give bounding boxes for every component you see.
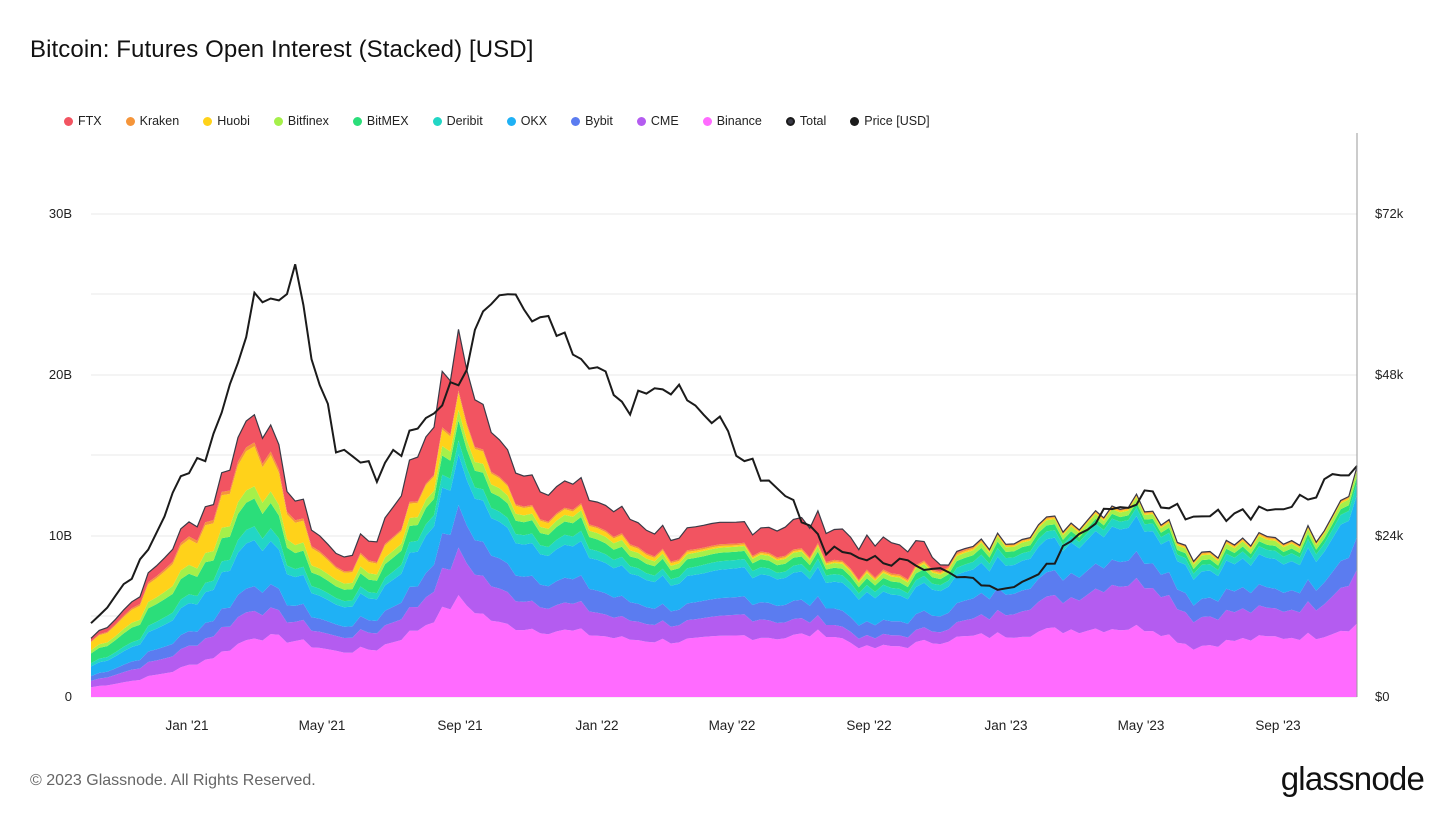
y-tick-right-48k: $48k [1375,367,1404,382]
legend-dot-cme [636,116,646,126]
legend-label-bitfinex: Bitfinex [287,114,329,128]
legend-label-kraken: Kraken [139,114,180,128]
glassnode-logo: glassnode [1280,760,1425,797]
chart-legend: FTX Kraken Huobi Bitfinex BitMEX Deribit… [64,113,954,129]
legend-label-huobi: Huobi [217,114,250,128]
legend-dot-ftx [64,116,73,126]
x-tick-jan-22: Jan '22 [575,718,618,733]
y-tick-right-24k: $24k [1375,528,1404,543]
x-tick-jan-23: Jan '23 [984,718,1027,733]
legend-label-total: Total [799,114,827,128]
y-tick-right-0: $0 [1375,689,1389,704]
legend-dot-bitfinex [273,116,283,126]
legend-dot-okx [506,116,516,126]
legend-item-binance[interactable]: Binance [702,114,762,128]
legend-item-ftx[interactable]: FTX [64,114,102,128]
series-area-binance [91,595,1357,697]
y-tick-left-30b: 30B [49,206,72,221]
legend-dot-kraken [125,116,135,126]
legend-item-kraken[interactable]: Kraken [125,114,180,128]
legend-item-okx[interactable]: OKX [506,114,548,128]
legend-item-huobi[interactable]: Huobi [203,114,250,128]
legend-label-price: Price [USD] [864,114,930,128]
stacked-areas [91,329,1357,697]
legend-dot-huobi [203,116,213,126]
legend-item-bitfinex[interactable]: Bitfinex [273,114,329,128]
x-tick-sep-22: Sep '22 [846,718,891,733]
x-tick-may-23: May '23 [1118,718,1165,733]
legend-label-deribit: Deribit [446,114,483,128]
series-line-price [90,264,1358,624]
series-area-okx [91,454,1357,677]
legend-dot-total [785,116,795,126]
legend-item-bitmex[interactable]: BitMEX [352,114,409,128]
legend-dot-deribit [432,116,442,126]
x-tick-may-21: May '21 [299,718,346,733]
legend-label-bybit: Bybit [585,114,613,128]
legend-label-bitmex: BitMEX [366,114,409,128]
y-tick-left-20b: 20B [49,367,72,382]
legend-label-okx: OKX [520,114,548,128]
y-tick-left-10b: 10B [49,528,72,543]
legend-dot-price [850,116,860,126]
legend-label-binance: Binance [716,114,762,128]
y-tick-right-72k: $72k [1375,206,1404,221]
x-tick-sep-23: Sep '23 [1255,718,1300,733]
series-area-cme [91,547,1357,688]
legend-item-deribit[interactable]: Deribit [432,114,483,128]
chart-title: Bitcoin: Futures Open Interest (Stacked)… [30,36,534,63]
y-tick-left-0: 0 [65,689,72,704]
copyright-text: © 2023 Glassnode. All Rights Reserved. [30,772,316,789]
legend-dot-bitmex [352,116,362,126]
legend-item-bybit[interactable]: Bybit [571,114,613,128]
x-tick-may-22: May '22 [709,718,756,733]
legend-item-cme[interactable]: CME [636,114,679,128]
legend-item-total[interactable]: Total [785,114,827,128]
legend-item-price[interactable]: Price [USD] [850,114,930,128]
series-line-total [90,329,1358,639]
legend-label-cme: CME [650,114,679,128]
legend-label-ftx: FTX [78,114,102,128]
x-tick-sep-21: Sep '21 [437,718,482,733]
x-tick-jan-21: Jan '21 [165,718,208,733]
legend-dot-bybit [571,116,581,126]
legend-dot-binance [702,116,712,126]
